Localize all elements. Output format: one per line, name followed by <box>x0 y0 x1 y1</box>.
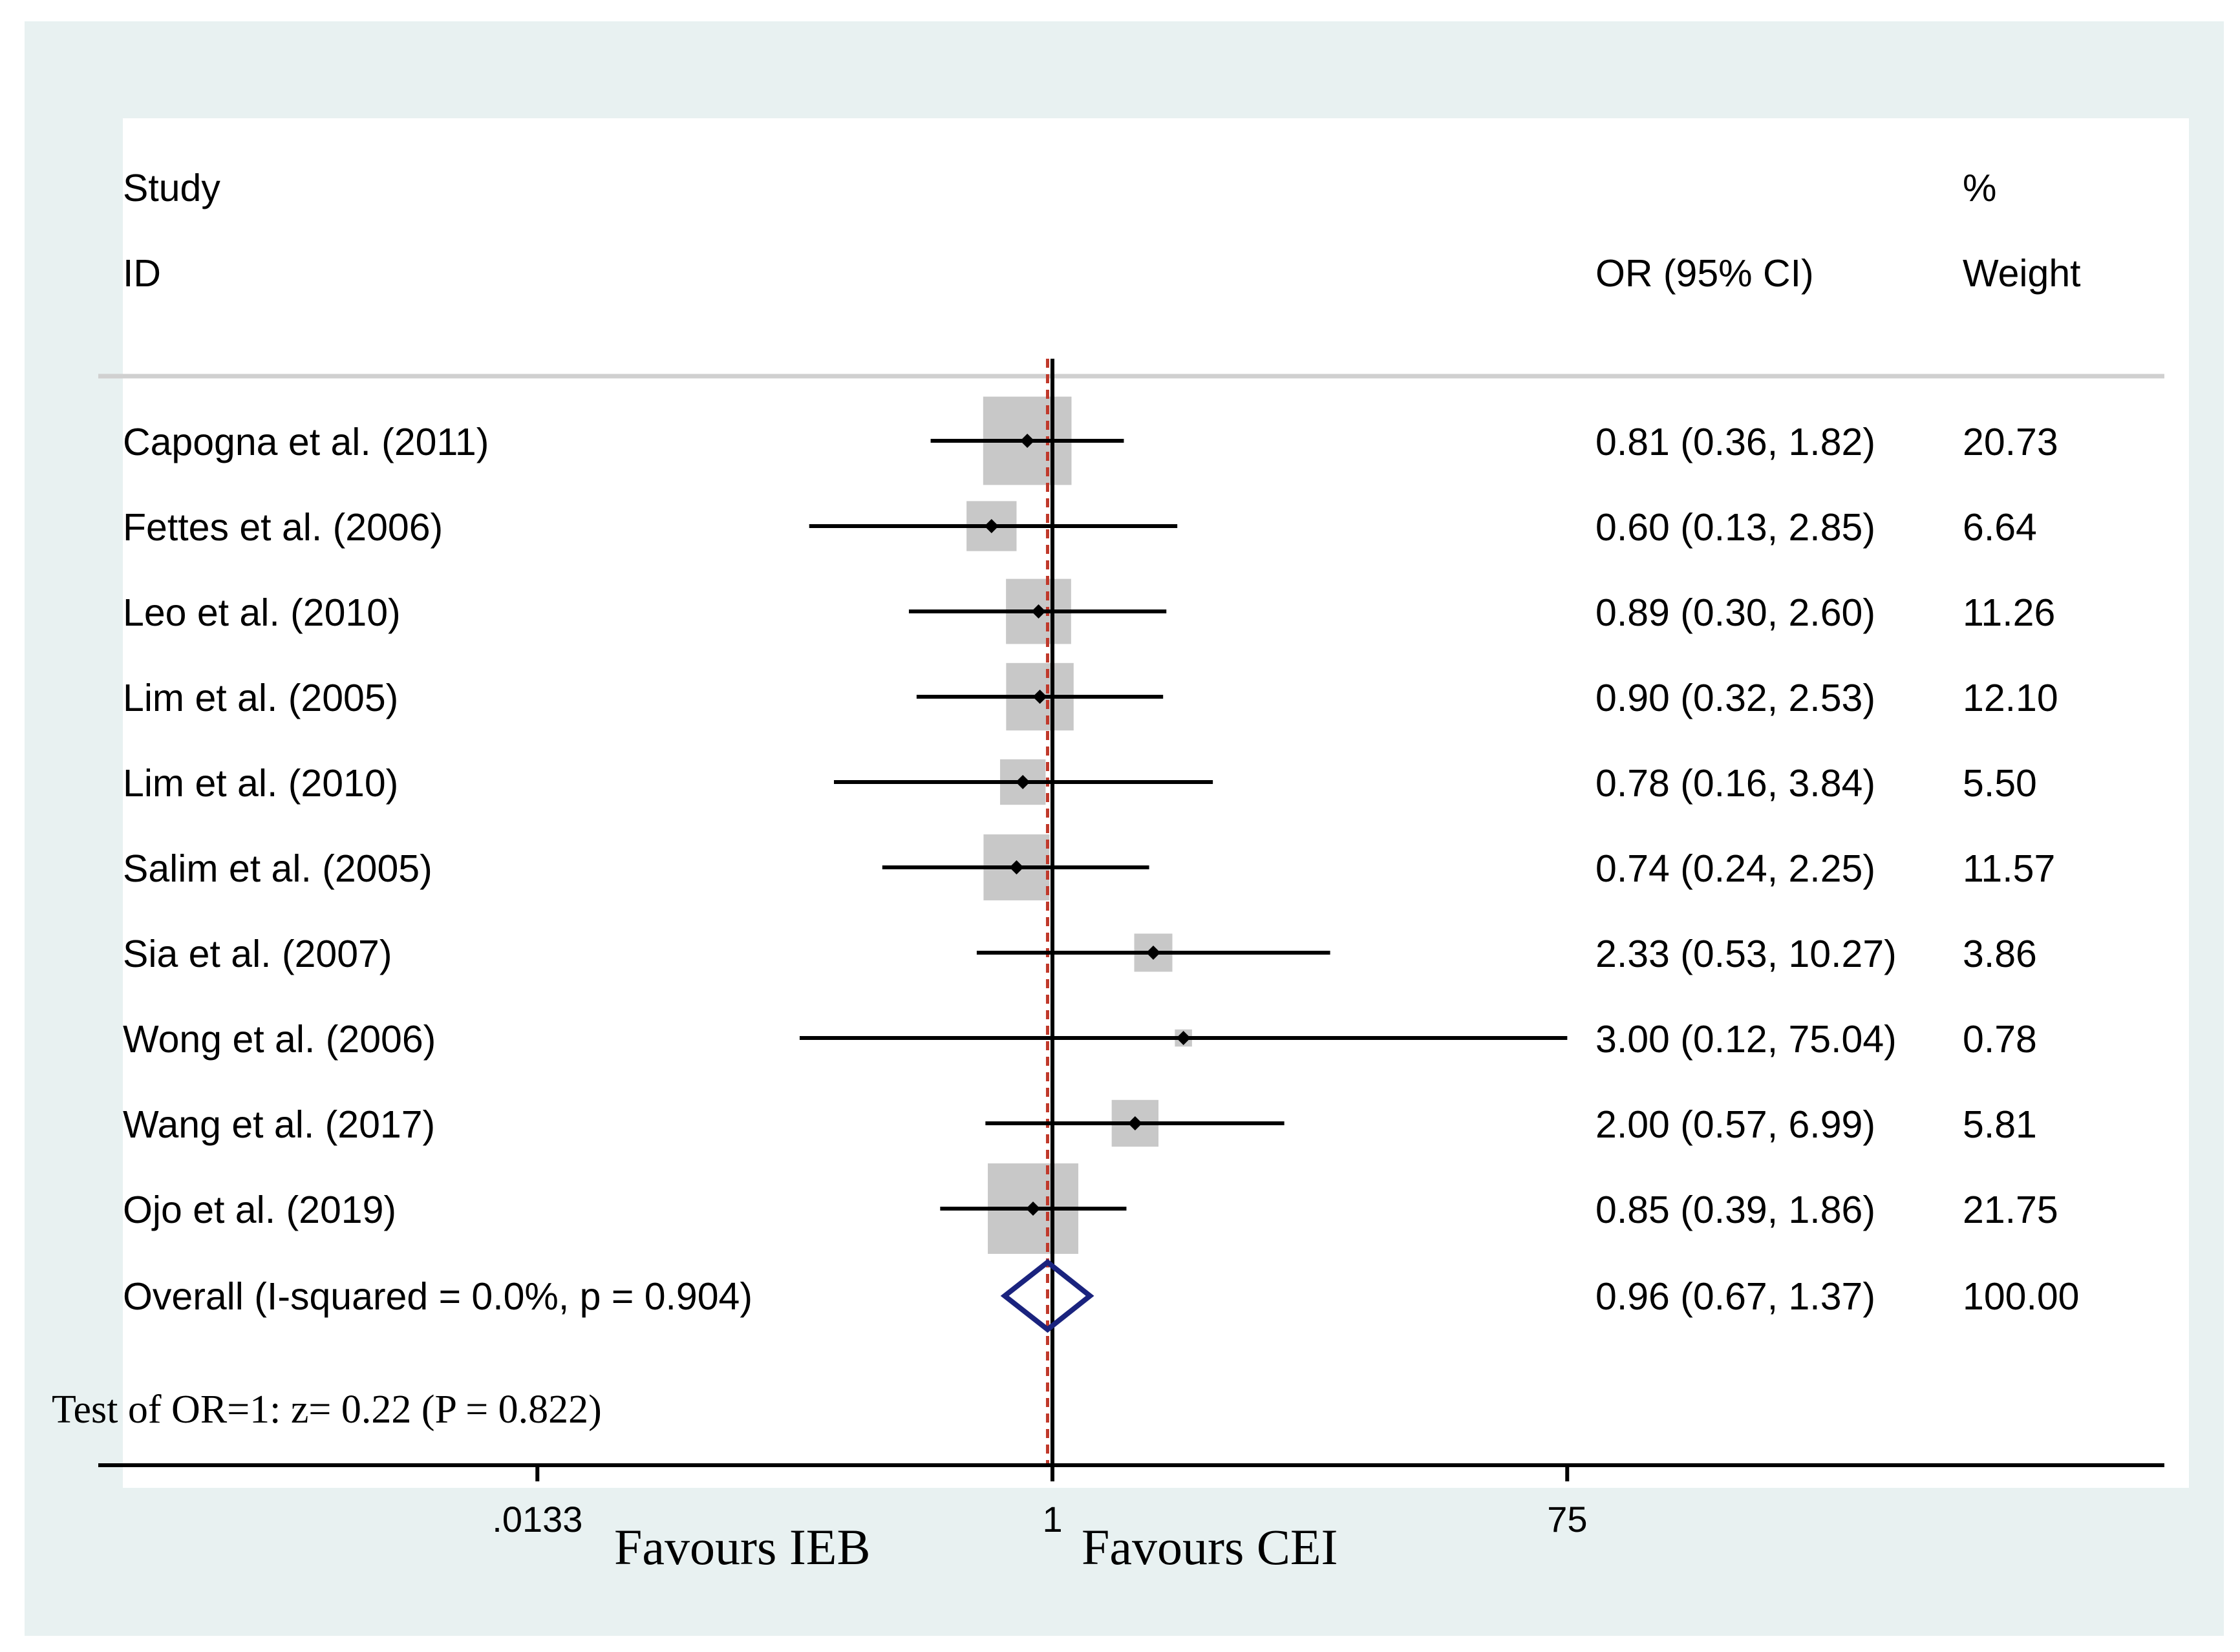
point-estimate <box>1031 604 1046 619</box>
study-weight: 3.86 <box>1963 933 2037 975</box>
study-name: Salim et al. (2005) <box>123 847 432 890</box>
overall-weight: 100.00 <box>1963 1275 2080 1318</box>
study-name: Ojo et al. (2019) <box>123 1189 397 1231</box>
test-statistic: Test of OR=1: z= 0.22 (P = 0.822) <box>52 1388 602 1432</box>
point-estimate <box>1176 1031 1191 1045</box>
study-or-text: 0.89 (0.30, 2.60) <box>1595 591 1875 634</box>
header-percent: % <box>1963 167 1997 209</box>
study-name: Wang et al. (2017) <box>123 1103 436 1146</box>
study-weight: 5.81 <box>1963 1103 2037 1146</box>
study-name: Lim et al. (2005) <box>123 677 399 719</box>
study-weight: 11.26 <box>1963 591 2056 634</box>
study-or-text: 0.60 (0.13, 2.85) <box>1595 506 1875 549</box>
point-estimate <box>1127 1116 1142 1130</box>
point-estimate <box>1009 860 1024 874</box>
study-or-text: 0.78 (0.16, 3.84) <box>1595 762 1875 805</box>
header-id: ID <box>123 252 161 295</box>
study-weight: 12.10 <box>1963 677 2058 719</box>
study-weight: 20.73 <box>1963 421 2058 463</box>
point-estimate <box>1146 946 1161 960</box>
point-estimate <box>1032 690 1047 704</box>
overall-diamond <box>1000 1258 1094 1333</box>
study-name: Sia et al. (2007) <box>123 933 392 975</box>
tick-label: 75 <box>1547 1499 1588 1540</box>
study-or-text: 0.74 (0.24, 2.25) <box>1595 847 1875 890</box>
tick-label: 1 <box>1042 1499 1063 1540</box>
favours-left-label: Favours IEB <box>614 1519 871 1575</box>
study-or-text: 0.81 (0.36, 1.82) <box>1595 421 1875 463</box>
overall-label: Overall (I-squared = 0.0%, p = 0.904) <box>123 1275 753 1318</box>
chart-background <box>25 21 2224 1636</box>
header-study: Study <box>123 167 220 209</box>
point-estimate <box>1026 1202 1041 1216</box>
tick-label: .0133 <box>492 1499 583 1540</box>
study-weight: 5.50 <box>1963 762 2037 805</box>
point-estimate <box>1020 434 1035 448</box>
study-weight: 6.64 <box>1963 506 2037 549</box>
study-or-text: 2.33 (0.53, 10.27) <box>1595 933 1897 975</box>
header-weight: Weight <box>1963 252 2081 295</box>
study-weight: 0.78 <box>1963 1018 2037 1061</box>
overall-or-text: 0.96 (0.67, 1.37) <box>1595 1275 1875 1318</box>
study-name: Lim et al. (2010) <box>123 762 399 805</box>
study-name: Capogna et al. (2011) <box>123 421 489 463</box>
study-name: Fettes et al. (2006) <box>123 506 443 549</box>
header-or: OR (95% CI) <box>1595 252 1814 295</box>
point-estimate <box>984 519 999 533</box>
study-name: Leo et al. (2010) <box>123 591 401 634</box>
favours-right-label: Favours CEI <box>1082 1519 1338 1575</box>
study-or-text: 0.90 (0.32, 2.53) <box>1595 677 1875 719</box>
study-weight: 21.75 <box>1963 1189 2058 1231</box>
study-name: Wong et al. (2006) <box>123 1018 436 1061</box>
point-estimate <box>1016 775 1030 789</box>
plot-panel <box>123 118 2189 1488</box>
study-or-text: 3.00 (0.12, 75.04) <box>1595 1018 1897 1061</box>
study-or-text: 2.00 (0.57, 6.99) <box>1595 1103 1875 1146</box>
study-weight: 11.57 <box>1963 847 2056 890</box>
study-or-text: 0.85 (0.39, 1.86) <box>1595 1189 1875 1231</box>
